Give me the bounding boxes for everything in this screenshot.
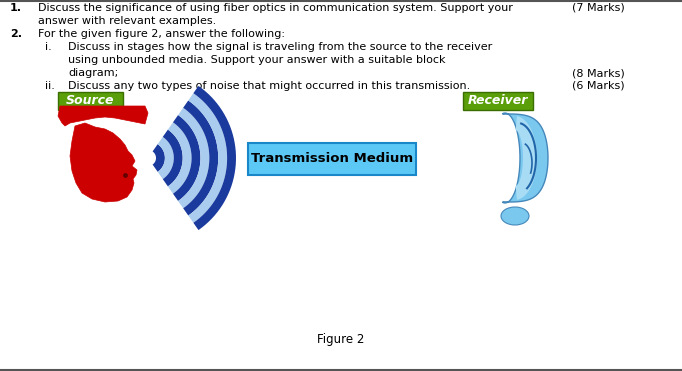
FancyBboxPatch shape [58, 92, 123, 110]
Text: Figure 2: Figure 2 [317, 333, 365, 346]
Polygon shape [58, 106, 148, 126]
Polygon shape [168, 122, 192, 194]
Polygon shape [183, 101, 218, 216]
FancyBboxPatch shape [463, 92, 533, 110]
Text: (8 Marks): (8 Marks) [572, 68, 625, 78]
Polygon shape [70, 123, 137, 202]
Text: i.: i. [45, 42, 52, 52]
Text: Transmission Medium: Transmission Medium [251, 152, 413, 165]
Text: Discuss any two types of noise that might occurred in this transmission.: Discuss any two types of noise that migh… [68, 81, 471, 91]
Polygon shape [163, 129, 183, 186]
Text: diagram;: diagram; [68, 68, 118, 78]
Ellipse shape [501, 207, 529, 225]
Polygon shape [503, 113, 548, 203]
Polygon shape [178, 108, 209, 208]
Text: using unbounded media. Support your answer with a suitable block: using unbounded media. Support your answ… [68, 55, 445, 65]
Text: Discuss the significance of using fiber optics in communication system. Support : Discuss the significance of using fiber … [38, 3, 513, 13]
Text: (6 Marks): (6 Marks) [572, 81, 625, 91]
Polygon shape [516, 116, 537, 200]
Text: 1.: 1. [10, 3, 22, 13]
Polygon shape [173, 115, 201, 201]
Text: (7 Marks): (7 Marks) [572, 3, 625, 13]
Text: Source: Source [66, 95, 115, 108]
Polygon shape [188, 93, 227, 223]
Polygon shape [194, 86, 236, 230]
Text: 2.: 2. [10, 29, 22, 39]
Text: For the given figure 2, answer the following:: For the given figure 2, answer the follo… [38, 29, 285, 39]
Polygon shape [153, 144, 165, 172]
Text: ii.: ii. [45, 81, 55, 91]
Polygon shape [158, 137, 174, 179]
Text: Receiver: Receiver [468, 95, 528, 108]
Text: Discuss in stages how the signal is traveling from the source to the receiver: Discuss in stages how the signal is trav… [68, 42, 492, 52]
Text: answer with relevant examples.: answer with relevant examples. [38, 16, 216, 26]
FancyBboxPatch shape [248, 143, 416, 175]
